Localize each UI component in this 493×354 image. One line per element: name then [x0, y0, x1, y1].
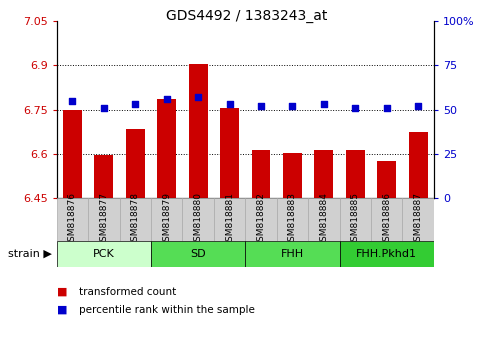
Point [352, 105, 359, 111]
Bar [283, 153, 302, 198]
Bar [346, 150, 365, 198]
Bar [126, 129, 145, 198]
Text: ■: ■ [57, 305, 67, 315]
Bar [245, 241, 340, 267]
Bar [371, 198, 402, 241]
Bar [88, 198, 119, 241]
Bar [157, 99, 176, 198]
Text: GSM818876: GSM818876 [68, 192, 77, 247]
Point [320, 102, 328, 107]
Text: PCK: PCK [93, 249, 115, 259]
Point [100, 105, 108, 111]
Bar [57, 241, 151, 267]
Bar [245, 198, 277, 241]
Bar [277, 198, 308, 241]
Bar [151, 198, 182, 241]
Text: GSM818884: GSM818884 [319, 192, 328, 247]
Bar [377, 161, 396, 198]
Bar [251, 150, 270, 198]
Text: GSM818879: GSM818879 [162, 192, 171, 247]
Text: GSM818878: GSM818878 [131, 192, 140, 247]
Text: GSM818877: GSM818877 [99, 192, 108, 247]
Text: GSM818886: GSM818886 [382, 192, 391, 247]
Bar [151, 241, 245, 267]
Bar [402, 198, 434, 241]
Text: GSM818887: GSM818887 [414, 192, 423, 247]
Point [131, 102, 139, 107]
Point [383, 105, 390, 111]
Text: GSM818880: GSM818880 [194, 192, 203, 247]
Bar [308, 198, 340, 241]
Text: GSM818882: GSM818882 [256, 192, 266, 247]
Text: ■: ■ [57, 287, 67, 297]
Bar [182, 198, 214, 241]
Point [414, 103, 422, 109]
Text: percentile rank within the sample: percentile rank within the sample [79, 305, 255, 315]
Bar [214, 198, 246, 241]
Text: GDS4492 / 1383243_at: GDS4492 / 1383243_at [166, 9, 327, 23]
Text: SD: SD [190, 249, 206, 259]
Text: FHH.Pkhd1: FHH.Pkhd1 [356, 249, 417, 259]
Bar [315, 150, 333, 198]
Text: transformed count: transformed count [79, 287, 176, 297]
Point [257, 103, 265, 109]
Bar [57, 198, 88, 241]
Bar [119, 198, 151, 241]
Bar [340, 198, 371, 241]
Bar [220, 108, 239, 198]
Text: strain ▶: strain ▶ [8, 249, 52, 259]
Text: GSM818885: GSM818885 [351, 192, 360, 247]
Point [226, 102, 234, 107]
Point [69, 98, 76, 104]
Text: GSM818881: GSM818881 [225, 192, 234, 247]
Text: GSM818883: GSM818883 [288, 192, 297, 247]
Point [163, 96, 171, 102]
Bar [409, 132, 427, 198]
Bar [63, 110, 82, 198]
Bar [340, 241, 434, 267]
Point [288, 103, 296, 109]
Point [194, 95, 202, 100]
Bar [94, 155, 113, 198]
Bar [189, 64, 208, 198]
Text: FHH: FHH [281, 249, 304, 259]
